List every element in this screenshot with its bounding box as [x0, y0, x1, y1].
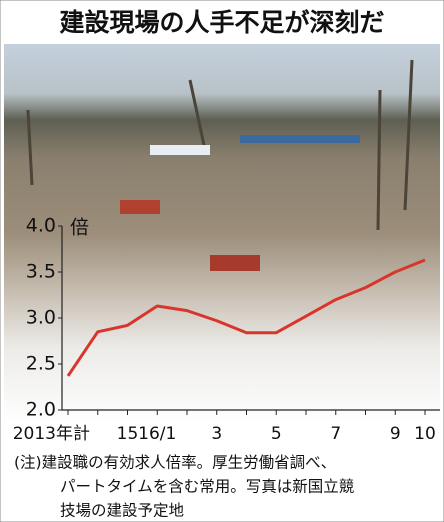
y-tick-label: 3.5: [26, 261, 56, 283]
data-line: [66, 258, 426, 377]
x-tick-label: 5: [271, 424, 282, 444]
x-tick-label: 7: [330, 424, 341, 444]
y-tick-label: 2.0: [26, 399, 56, 421]
note-line: (注)建設職の有効求人倍率。厚生労働省調べ、: [14, 454, 336, 472]
chart-title: 建設現場の人手不足が深刻だ: [59, 8, 384, 37]
y-tick-label: 2.5: [26, 353, 56, 375]
x-tick-label: 9: [390, 424, 401, 444]
x-tick-label: 3: [211, 424, 222, 444]
x-tick-label: 16/1: [138, 424, 176, 444]
x-tick-label: 15: [117, 424, 139, 444]
y-tick-label: 4.0: [26, 215, 56, 237]
x-tick-label: 2013年計: [13, 424, 90, 444]
y-axis-unit: 倍: [70, 217, 89, 239]
note-line: パートタイムを含む常用。写真は新国立競: [60, 478, 354, 496]
x-tick-label: 10: [414, 424, 436, 444]
note-line: 技場の建設予定地: [60, 502, 184, 520]
photo-details: [26, 59, 414, 271]
y-tick-label: 3.0: [26, 307, 56, 329]
